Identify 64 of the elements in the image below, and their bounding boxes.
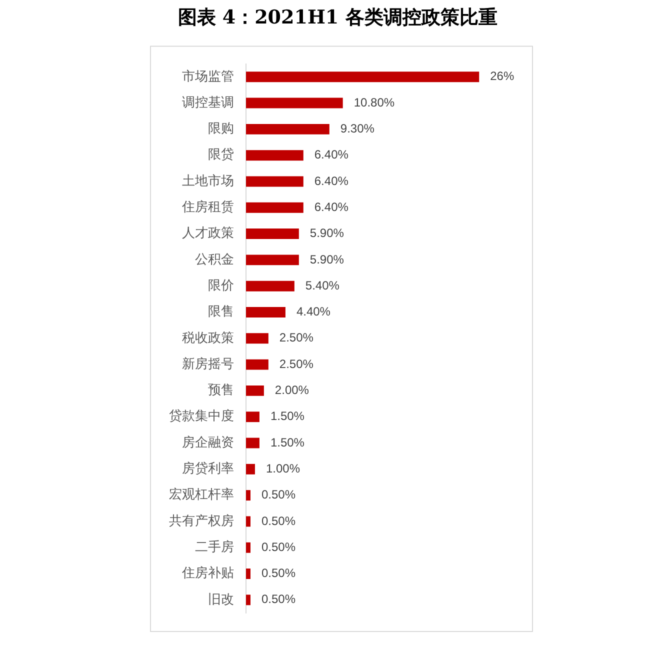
data-label: 0.50% (261, 514, 296, 528)
y-tick-label: 贷款集中度 (169, 408, 234, 424)
bar (246, 280, 294, 292)
bar (246, 464, 255, 474)
y-tick-label: 预售 (208, 383, 234, 398)
y-tick-label: 限价 (208, 278, 234, 294)
data-label: 5.40% (305, 278, 340, 292)
bar (246, 228, 299, 240)
bar (246, 333, 268, 344)
bar (246, 202, 304, 213)
chart-title: 图表 4：2021H1 各类调控政策比重 (178, 6, 498, 28)
y-tick-label: 共有产权房 (169, 512, 234, 529)
data-label: 6.40% (314, 200, 349, 214)
bar (246, 542, 250, 553)
data-label: 0.50% (261, 540, 296, 554)
data-label: 5.90% (310, 226, 344, 240)
bar (246, 254, 299, 266)
bar (246, 98, 343, 108)
y-tick-label: 宏观杠杆率 (169, 486, 234, 503)
data-label: 10.80% (354, 95, 395, 110)
data-label: 0.50% (261, 592, 296, 606)
bar (246, 490, 250, 501)
y-tick-label: 房贷利率 (182, 460, 234, 477)
bar (246, 72, 480, 82)
data-label: 4.40% (296, 304, 331, 319)
y-tick-label: 房企融资 (182, 434, 234, 450)
y-tick-label: 限售 (208, 304, 234, 320)
bar (246, 307, 286, 318)
bar (246, 124, 330, 134)
y-tick-label: 新房摇号 (182, 356, 234, 372)
data-label: 1.00% (266, 461, 300, 476)
data-label: 2.00% (274, 383, 310, 398)
data-label: 9.30% (340, 121, 375, 136)
y-tick-label: 限购 (208, 122, 234, 137)
bar (246, 359, 268, 370)
bar (246, 412, 260, 422)
bar (246, 594, 250, 606)
data-label: 1.50% (270, 409, 305, 424)
y-tick-label: 旧改 (208, 592, 234, 608)
y-tick-label: 住房补贴 (181, 565, 234, 582)
bar (246, 150, 304, 161)
data-label: 2.50% (279, 356, 314, 371)
data-label: 0.50% (261, 566, 296, 580)
bar (246, 385, 264, 396)
y-tick-label: 住房租赁 (181, 199, 234, 216)
y-tick-label: 土地市场 (182, 174, 234, 189)
data-label: 6.40% (314, 148, 349, 162)
bar (246, 176, 304, 187)
data-label: 1.50% (270, 435, 305, 450)
y-tick-label: 市场监管 (182, 69, 234, 84)
y-tick-label: 调控基调 (182, 95, 234, 110)
bar (246, 438, 260, 448)
y-tick-label: 税收政策 (182, 330, 234, 346)
data-label: 2.50% (279, 330, 314, 345)
y-tick-label: 人才政策 (182, 226, 234, 242)
bar (246, 568, 250, 579)
data-label: 26% (490, 69, 514, 84)
y-tick-label: 公积金 (195, 252, 234, 268)
data-label: 0.50% (261, 488, 296, 502)
y-tick-label: 限贷 (208, 148, 234, 163)
y-tick-label: 二手房 (195, 538, 234, 555)
data-label: 5.90% (310, 252, 344, 266)
data-label: 6.40% (314, 174, 349, 188)
bar (246, 516, 250, 527)
